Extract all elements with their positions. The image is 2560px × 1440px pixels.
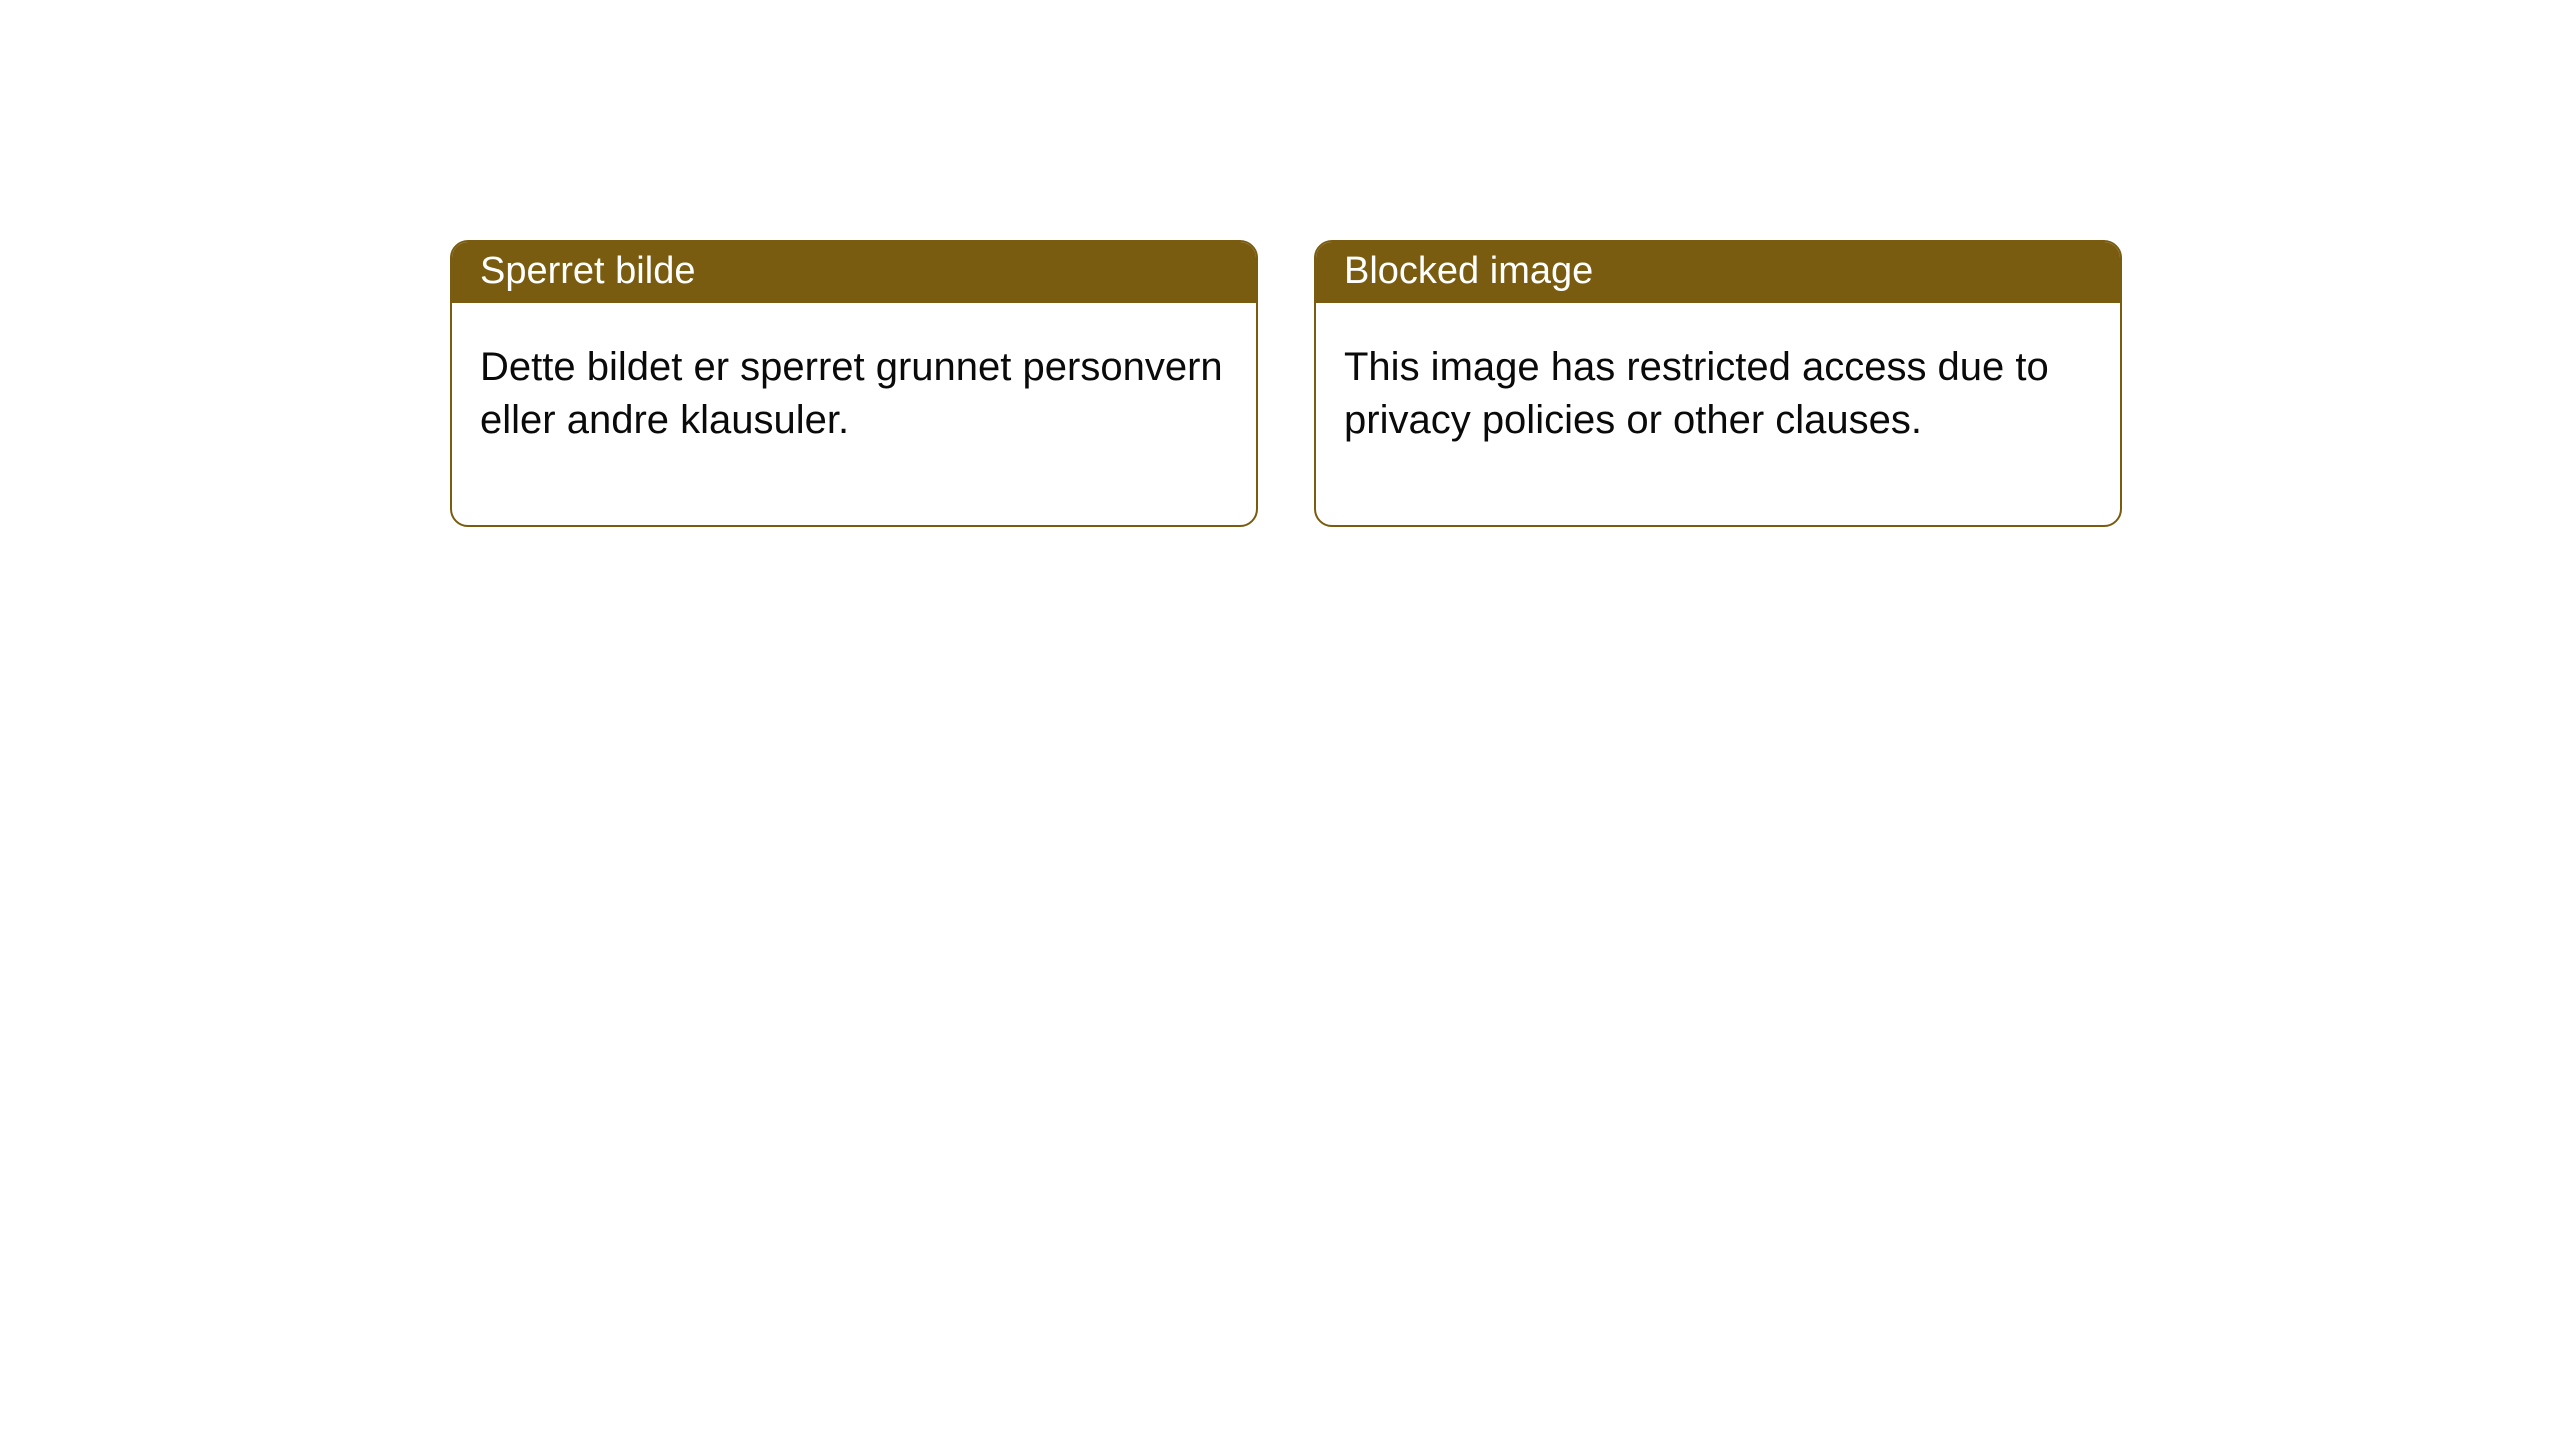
notice-container: Sperret bilde Dette bildet er sperret gr… [0, 0, 2560, 527]
notice-body-norwegian: Dette bildet er sperret grunnet personve… [452, 303, 1256, 525]
notice-card-norwegian: Sperret bilde Dette bildet er sperret gr… [450, 240, 1258, 527]
notice-title-english: Blocked image [1316, 242, 2120, 303]
notice-body-english: This image has restricted access due to … [1316, 303, 2120, 525]
notice-card-english: Blocked image This image has restricted … [1314, 240, 2122, 527]
notice-title-norwegian: Sperret bilde [452, 242, 1256, 303]
